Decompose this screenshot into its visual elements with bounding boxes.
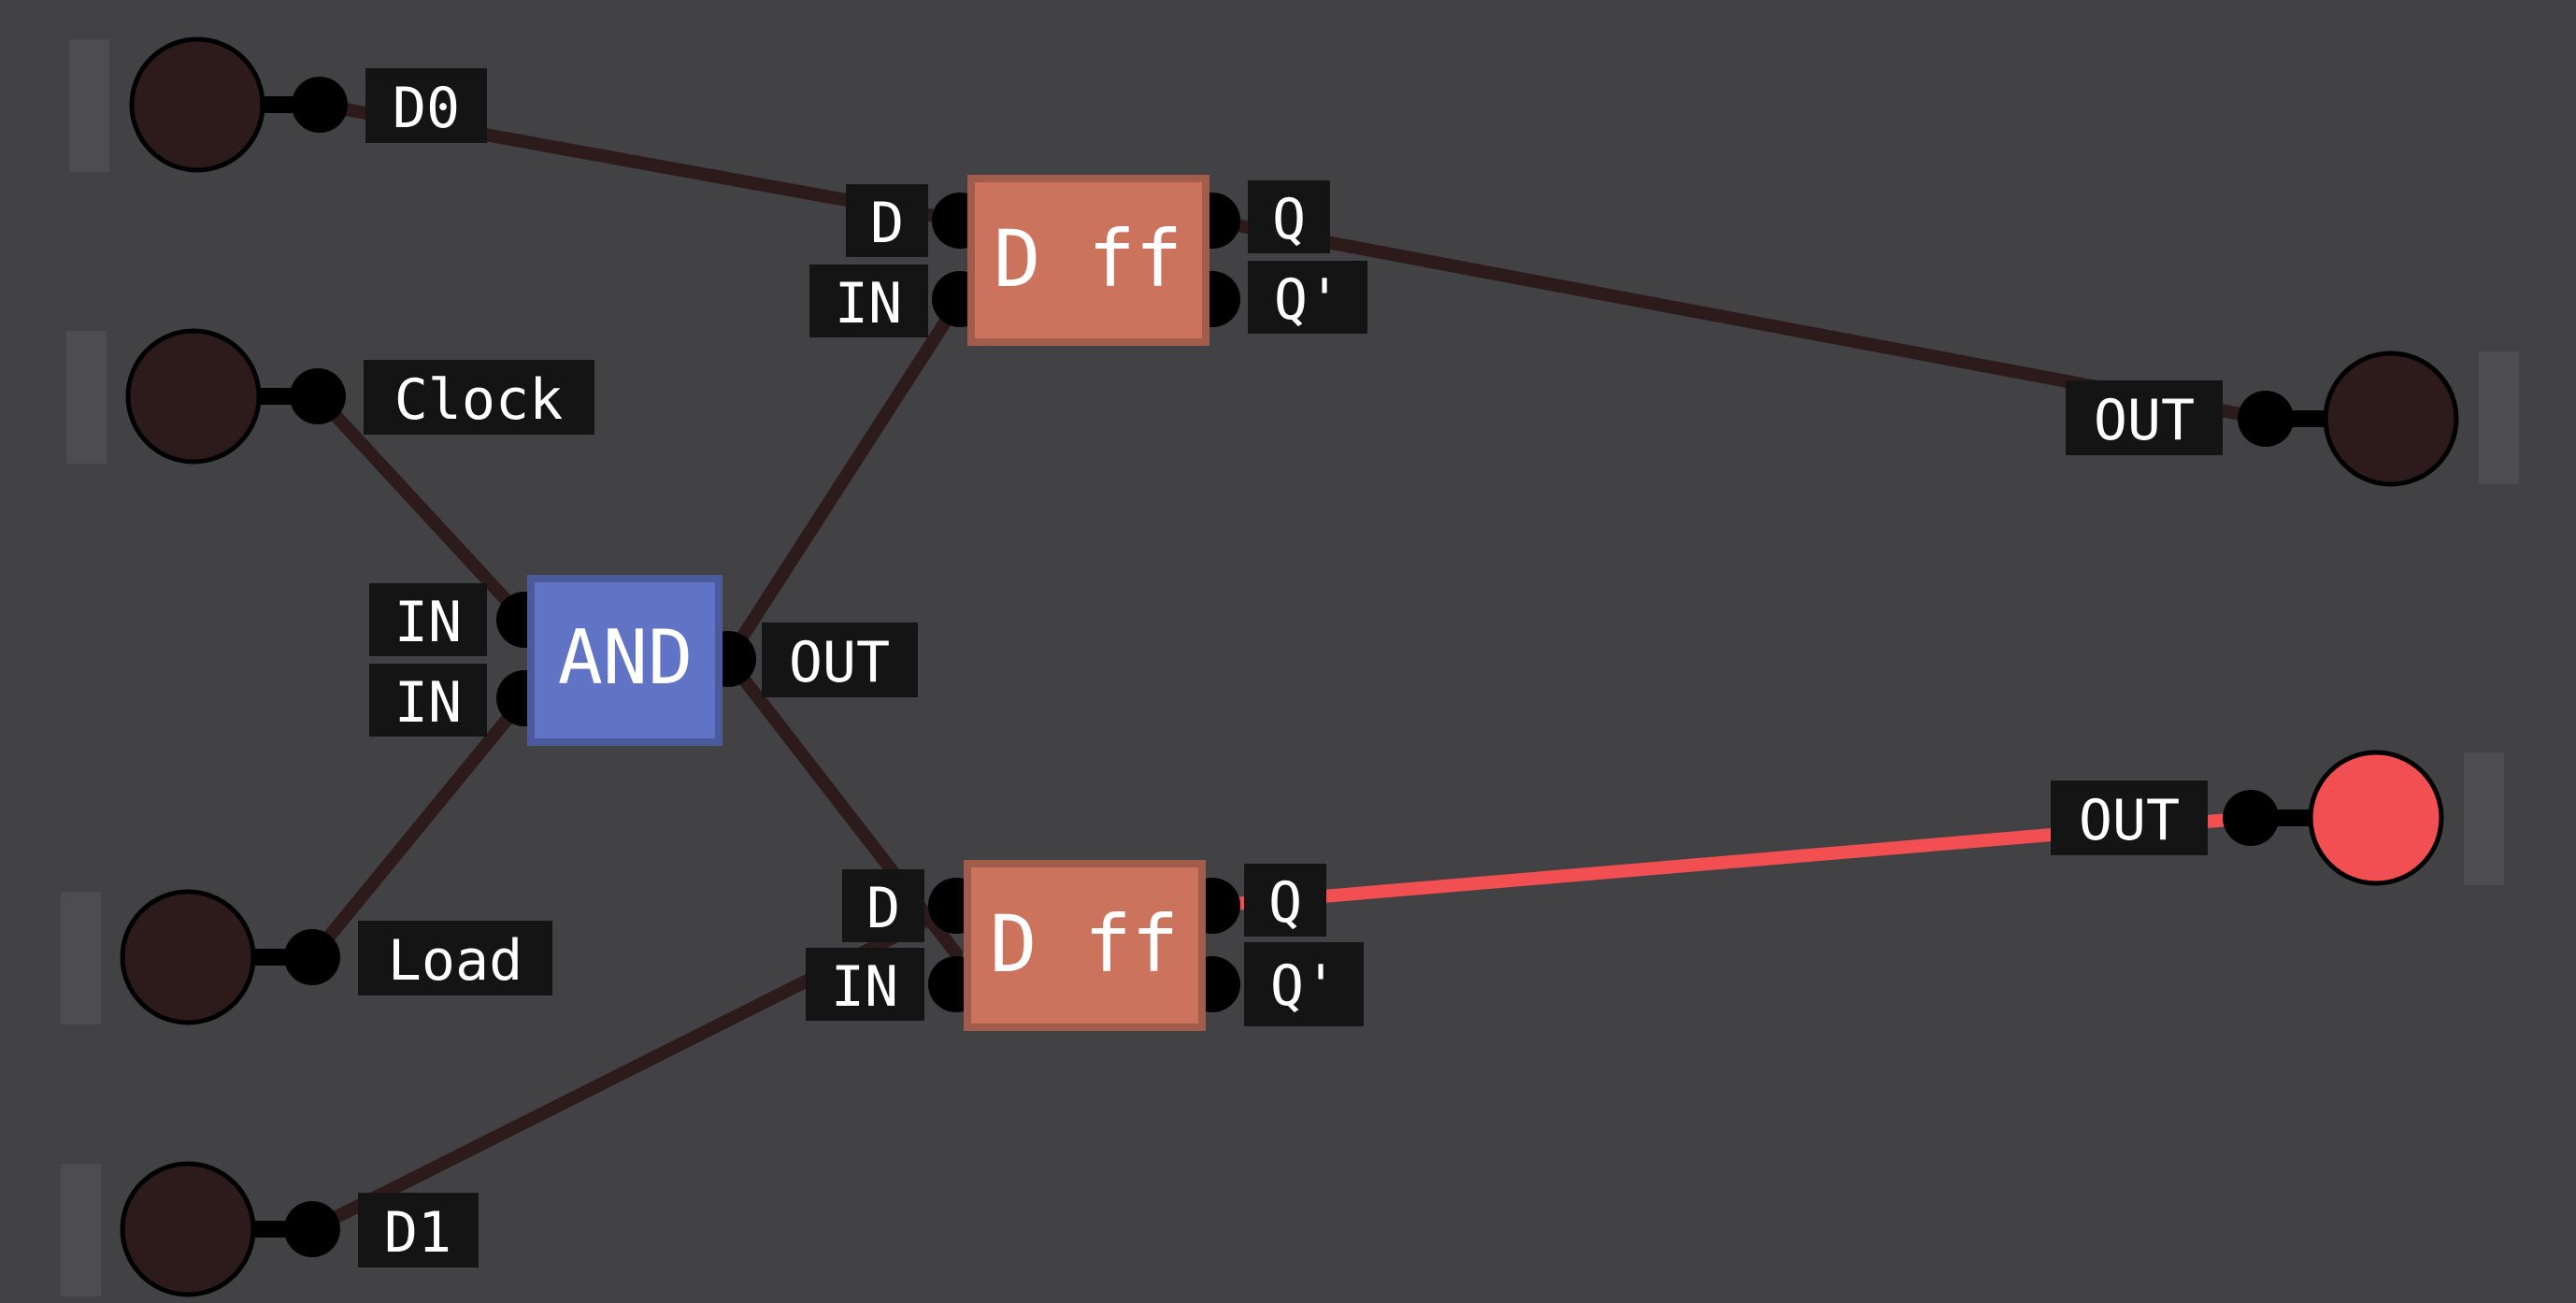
input-toggle-node[interactable] (120, 889, 256, 1025)
input-label-box (364, 360, 594, 435)
and-gate-body[interactable] (527, 575, 723, 746)
d-flipflop-top[interactable]: D ff D IN Q Q' (809, 175, 1367, 346)
and-gate[interactable]: AND IN IN OUT (369, 575, 918, 746)
pin-label-box (842, 869, 924, 942)
output-pin[interactable] (284, 929, 340, 985)
pin-label-q-bar: Q' (1270, 953, 1338, 1019)
input-label: D0 (393, 76, 460, 141)
input-d0[interactable]: D0 (69, 36, 487, 173)
input-label-box (358, 921, 552, 995)
pin-label-out: OUT (789, 630, 890, 695)
output-top[interactable]: OUT (2066, 351, 2519, 487)
io-drag-handle[interactable] (61, 1164, 101, 1296)
output-label-box (2051, 780, 2208, 855)
pin-label-box (369, 664, 487, 737)
io-drag-handle[interactable] (69, 39, 109, 172)
d-flipflop-bottom[interactable]: D ff D IN Q Q' (806, 860, 1364, 1031)
pin-label-box (846, 184, 928, 257)
wire-load-to-and-in[interactable] (306, 692, 531, 964)
output-label: OUT (2094, 388, 2195, 453)
pin-label-box (1248, 261, 1367, 334)
input-label-box (365, 68, 487, 143)
input-toggle-node[interactable] (120, 1161, 256, 1297)
pin-label-box (1244, 864, 1326, 937)
pin-label-q: Q (1272, 187, 1306, 252)
input-label: Clock (394, 367, 564, 433)
output-pin[interactable] (284, 1201, 340, 1257)
pin-label-box (1244, 942, 1364, 1026)
io-drag-handle[interactable] (2479, 351, 2519, 484)
output-label: OUT (2079, 788, 2180, 853)
input-pin[interactable] (2223, 790, 2279, 846)
pin-label-in: IN (831, 954, 898, 1020)
flipflop-title: D ff (990, 898, 1179, 990)
input-load[interactable]: Load (61, 889, 552, 1025)
pin-label-q-bar: Q' (1274, 267, 1341, 333)
io-drag-handle[interactable] (66, 331, 107, 464)
output-label-box (2066, 380, 2223, 455)
pin-label-in: IN (394, 590, 462, 655)
pin-label-in: IN (835, 271, 902, 336)
pin-label-d: D (870, 191, 904, 256)
pin-label-box (806, 948, 924, 1021)
io-drag-handle[interactable] (61, 892, 101, 1024)
pin-label-box (809, 265, 928, 337)
output-pin[interactable] (290, 368, 346, 424)
pin-label-d: D (866, 876, 900, 941)
input-label-box (358, 1193, 479, 1267)
wire-and-to-dff-top-in[interactable] (722, 293, 966, 666)
output-indicator-node (2308, 750, 2444, 886)
input-label: D1 (384, 1200, 451, 1266)
output-pin[interactable] (292, 77, 348, 133)
pin-label-in: IN (394, 670, 462, 736)
input-pin[interactable] (2238, 391, 2294, 447)
output-bottom[interactable]: OUT (2051, 750, 2504, 886)
io-drag-handle[interactable] (2464, 752, 2504, 885)
flipflop-title: D ff (994, 213, 1182, 305)
input-toggle-node[interactable] (129, 36, 265, 173)
output-indicator-node (2323, 351, 2459, 487)
pin-label-box (1248, 180, 1330, 253)
pin-label-box (762, 623, 918, 697)
and-gate-title: AND (558, 614, 694, 701)
input-toggle-node[interactable] (125, 328, 262, 465)
pin-label-q: Q (1268, 870, 1302, 936)
wire-clock-to-and-in[interactable] (311, 390, 531, 626)
flipflop-body[interactable] (967, 175, 1209, 346)
flipflop-body[interactable] (964, 860, 1206, 1031)
pin-label-box (369, 583, 487, 656)
input-d1[interactable]: D1 (61, 1161, 479, 1297)
input-clock[interactable]: Clock (66, 328, 594, 465)
input-label: Load (388, 928, 523, 994)
